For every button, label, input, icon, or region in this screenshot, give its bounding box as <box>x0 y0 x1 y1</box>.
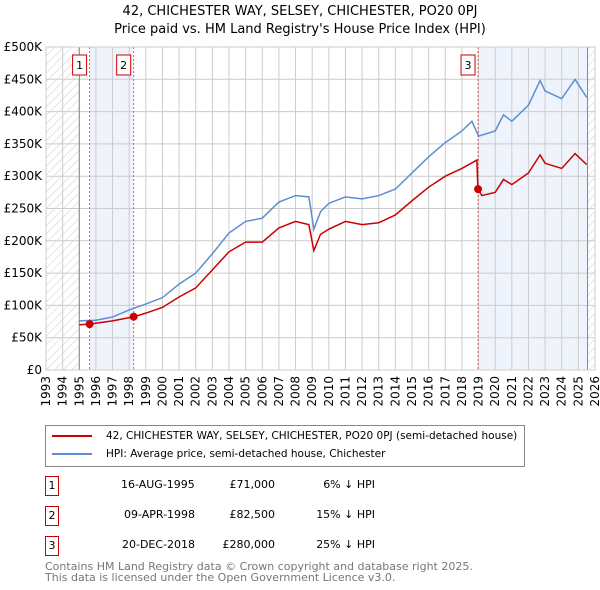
y-tick-label: £0 <box>27 363 42 377</box>
sale-row: 1 16-AUG-1995 £71,000 6% ↓ HPI <box>45 476 425 496</box>
legend: 42, CHICHESTER WAY, SELSEY, CHICHESTER, … <box>45 425 525 467</box>
x-tick-label: 2017 <box>438 376 452 407</box>
x-tick-label: 2010 <box>322 376 336 407</box>
x-tick-label: 2002 <box>189 376 203 407</box>
hpi-line <box>79 77 588 322</box>
sale-price: £280,000 <box>222 538 276 551</box>
x-tick-label: 2013 <box>372 376 386 407</box>
x-tick-label: 2009 <box>305 376 319 407</box>
footer-copyright: Contains HM Land Registry data © Crown c… <box>45 560 473 573</box>
x-tick-label: 2015 <box>405 376 419 407</box>
x-tick-label: 2005 <box>239 376 253 407</box>
y-tick-label: £200K <box>4 234 44 248</box>
sale-date: 16-AUG-1995 <box>121 478 195 491</box>
y-tick-label: £50K <box>11 331 43 345</box>
sale-row: 2 09-APR-1998 £82,500 15% ↓ HPI <box>45 506 425 526</box>
chart-title: 42, CHICHESTER WAY, SELSEY, CHICHESTER, … <box>122 4 478 19</box>
x-tick-label: 2008 <box>289 376 303 407</box>
sale-marker-box <box>460 54 476 76</box>
x-tick-label: 2019 <box>472 376 486 407</box>
x-tick-label: 2014 <box>388 376 402 407</box>
x-tick-label: 2024 <box>555 376 569 407</box>
x-tick-label: 2026 <box>588 376 600 407</box>
sale-badge: 1 <box>45 476 59 496</box>
x-tick-label: 2018 <box>455 376 469 407</box>
sale-point <box>129 312 138 321</box>
y-tick-label: £100K <box>4 298 44 312</box>
sale-marker-label: 2 <box>120 59 127 72</box>
sale-hpi: 6% ↓ HPI <box>323 478 375 491</box>
x-tick-label: 2025 <box>571 376 585 407</box>
sale-badge: 2 <box>45 506 59 526</box>
legend-label-hpi: HPI: Average price, semi-detached house,… <box>106 448 386 460</box>
plot-frame <box>45 46 596 371</box>
x-tick-label: 2012 <box>355 376 369 407</box>
sale-marker-label: 3 <box>465 59 472 72</box>
x-tick-label: 2023 <box>538 376 552 407</box>
sale-price: £71,000 <box>229 478 276 491</box>
x-tick-label: 1995 <box>72 376 86 407</box>
y-tick-label: £350K <box>4 137 44 151</box>
footer-licence: This data is licensed under the Open Gov… <box>45 571 396 584</box>
x-tick-label: 2001 <box>172 376 186 407</box>
x-tick-label: 1997 <box>106 376 120 407</box>
property-line <box>79 152 588 326</box>
y-tick-label: £300K <box>4 169 44 183</box>
y-tick-label: £400K <box>4 105 44 119</box>
x-tick-label: 2000 <box>155 376 169 407</box>
x-tick-label: 1993 <box>39 376 53 407</box>
legend-swatch-hpi <box>52 453 92 455</box>
sale-point <box>474 185 483 194</box>
sale-marker-box <box>116 54 132 76</box>
sale-hpi: 25% ↓ HPI <box>316 538 375 551</box>
x-tick-label: 2006 <box>255 376 269 407</box>
x-tick-label: 2021 <box>505 376 519 407</box>
y-tick-label: £500K <box>4 40 44 54</box>
x-tick-label: 1996 <box>89 376 103 407</box>
sale-row: 3 20-DEC-2018 £280,000 25% ↓ HPI <box>45 536 425 556</box>
price-chart: £0 £50K £100K £150K £200K £250K £300K £350K £400… <box>4 40 600 407</box>
x-tick-label: 1994 <box>56 376 70 407</box>
x-tick-label: 1998 <box>122 376 136 407</box>
sale-date: 09-APR-1998 <box>124 508 196 521</box>
x-tick-label: 2022 <box>521 376 535 407</box>
x-tick-label: 2016 <box>422 376 436 407</box>
sale-marker-label: 1 <box>76 59 83 72</box>
x-tick-label: 1999 <box>139 376 153 407</box>
x-tick-label: 2007 <box>272 376 286 407</box>
y-tick-label: £150K <box>4 266 44 280</box>
x-tick-label: 2004 <box>222 376 236 407</box>
sale-marker-box <box>72 54 88 76</box>
legend-label-property: 42, CHICHESTER WAY, SELSEY, CHICHESTER, … <box>106 430 518 442</box>
chart-subtitle: Price paid vs. HM Land Registry's House … <box>114 22 486 37</box>
y-tick-label: £450K <box>4 72 44 86</box>
sale-badge: 3 <box>45 536 59 556</box>
x-tick-label: 2011 <box>338 376 352 407</box>
sale-point <box>85 320 94 329</box>
sale-hpi: 15% ↓ HPI <box>316 508 375 521</box>
x-tick-label: 2020 <box>488 376 502 407</box>
sale-date: 20-DEC-2018 <box>122 538 196 551</box>
x-tick-label: 2003 <box>205 376 219 407</box>
y-tick-label: £250K <box>4 202 44 216</box>
legend-swatch-property <box>52 435 92 437</box>
sale-price: £82,500 <box>229 508 276 521</box>
